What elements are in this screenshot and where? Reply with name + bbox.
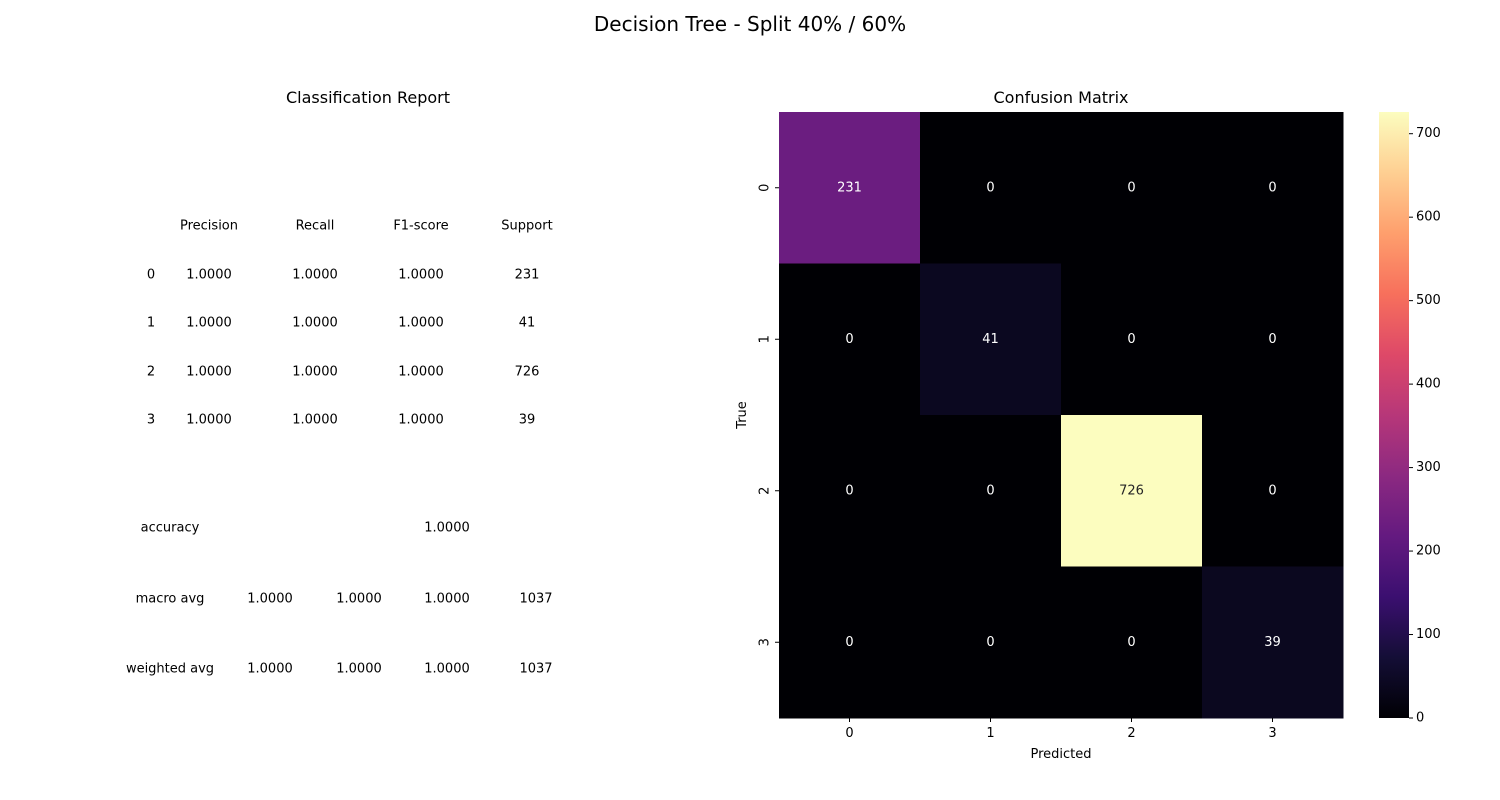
- header-f1-score: F1-score: [393, 218, 449, 234]
- cell-annotation: 0: [1268, 180, 1276, 195]
- row-f1: 1.0000: [398, 315, 444, 331]
- y-tick-label: 3: [758, 638, 773, 646]
- header-precision: Precision: [179, 218, 239, 234]
- weighted-avg-precision: 1.0000: [247, 661, 293, 677]
- row-f1: 1.0000: [398, 267, 444, 283]
- heatmap-cell: [920, 415, 1062, 567]
- x-tick-label: 3: [1268, 726, 1276, 741]
- y-axis-label: True: [735, 401, 750, 430]
- cell-annotation: 0: [1127, 635, 1135, 650]
- cell-annotation: 726: [1119, 483, 1144, 498]
- row-f1: 1.0000: [398, 364, 444, 380]
- cell-annotation: 0: [1127, 332, 1135, 347]
- colorbar-tick-label: 300: [1416, 460, 1441, 475]
- row-support: 231: [514, 267, 540, 283]
- cell-annotation: 0: [1127, 180, 1135, 195]
- row-label: 0: [146, 267, 156, 283]
- confusion-matrix-title: Confusion Matrix: [993, 88, 1129, 107]
- row-precision: 1.0000: [186, 364, 232, 380]
- cell-annotation: 0: [986, 635, 994, 650]
- weighted-avg-support: 1037: [519, 661, 553, 677]
- cell-annotation: 0: [845, 332, 853, 347]
- cell-annotation: 231: [837, 180, 862, 195]
- row-precision: 1.0000: [186, 315, 232, 331]
- row-support: 39: [518, 412, 536, 428]
- heatmap-cell: [1061, 263, 1203, 416]
- x-axis-label: Predicted: [1030, 747, 1091, 762]
- colorbar-tick-label: 200: [1416, 544, 1441, 559]
- y-tick-label: 1: [758, 335, 773, 343]
- colorbar-tick-label: 700: [1416, 126, 1441, 141]
- row-precision: 1.0000: [186, 412, 232, 428]
- heatmap-cells: [779, 112, 1344, 719]
- colorbar-axis: 0 100 200 300 400 500 600 700: [1409, 126, 1441, 726]
- heatmap-cell: [1061, 415, 1203, 567]
- report-title: Classification Report: [286, 88, 450, 107]
- heatmap-cell: [920, 566, 1062, 719]
- row-support: 726: [514, 364, 540, 380]
- row-recall: 1.0000: [292, 315, 338, 331]
- heatmap-cell: [779, 415, 921, 567]
- cell-annotation: 0: [1268, 332, 1276, 347]
- heatmap-cell: [779, 566, 921, 719]
- header-support: Support: [501, 218, 553, 234]
- accuracy-value: 1.0000: [424, 520, 470, 536]
- cell-annotation: 0: [1268, 483, 1276, 498]
- macro-avg-label: macro avg: [135, 591, 205, 607]
- row-f1: 1.0000: [398, 412, 444, 428]
- row-recall: 1.0000: [292, 364, 338, 380]
- cell-annotation: 0: [986, 180, 994, 195]
- heatmap-cell: [920, 263, 1062, 416]
- cell-annotation: 0: [845, 483, 853, 498]
- header-recall: Recall: [295, 218, 335, 234]
- heatmap-annotations: 231 0 0 0 0 41 0 0 0 0 726 0 0 0 0 39: [837, 180, 1281, 650]
- weighted-avg-recall: 1.0000: [336, 661, 382, 677]
- heatmap-cell: [920, 112, 1062, 264]
- y-axis: 0 1 2 3: [758, 184, 779, 646]
- cell-annotation: 0: [845, 635, 853, 650]
- heatmap-cell: [1202, 112, 1344, 264]
- colorbar-tick-label: 100: [1416, 627, 1441, 642]
- cell-annotation: 39: [1264, 635, 1281, 650]
- x-tick-label: 2: [1127, 726, 1135, 741]
- macro-avg-precision: 1.0000: [247, 591, 293, 607]
- row-label: 2: [146, 364, 156, 380]
- x-axis: 0 1 2 3: [845, 718, 1277, 741]
- colorbar-tick-label: 400: [1416, 377, 1441, 392]
- heatmap-cell: [1061, 112, 1203, 264]
- accuracy-label: accuracy: [140, 520, 200, 536]
- row-recall: 1.0000: [292, 412, 338, 428]
- row-label: 1: [146, 315, 156, 331]
- x-tick-label: 0: [845, 726, 853, 741]
- cell-annotation: 41: [982, 332, 999, 347]
- heatmap-cell: [779, 112, 921, 264]
- row-support: 41: [518, 315, 536, 331]
- macro-avg-support: 1037: [519, 591, 553, 607]
- heatmap-cell: [1202, 566, 1344, 719]
- row-precision: 1.0000: [186, 267, 232, 283]
- weighted-avg-label: weighted avg: [125, 661, 215, 677]
- heatmap-cell: [779, 263, 921, 416]
- cell-annotation: 0: [986, 483, 994, 498]
- colorbar-tick-label: 600: [1416, 210, 1441, 225]
- row-label: 3: [146, 412, 156, 428]
- macro-avg-f1: 1.0000: [424, 591, 470, 607]
- colorbar-tick-label: 0: [1416, 711, 1424, 726]
- colorbar-tick-label: 500: [1416, 293, 1441, 308]
- colorbar: [1379, 112, 1409, 718]
- heatmap-cell: [1202, 415, 1344, 567]
- figure-title: Decision Tree - Split 40% / 60%: [593, 12, 907, 36]
- heatmap-cell: [1061, 566, 1203, 719]
- weighted-avg-f1: 1.0000: [424, 661, 470, 677]
- row-recall: 1.0000: [292, 267, 338, 283]
- heatmap-cell: [1202, 263, 1344, 416]
- x-tick-label: 1: [986, 726, 994, 741]
- macro-avg-recall: 1.0000: [336, 591, 382, 607]
- y-tick-label: 0: [758, 184, 773, 192]
- y-tick-label: 2: [758, 487, 773, 495]
